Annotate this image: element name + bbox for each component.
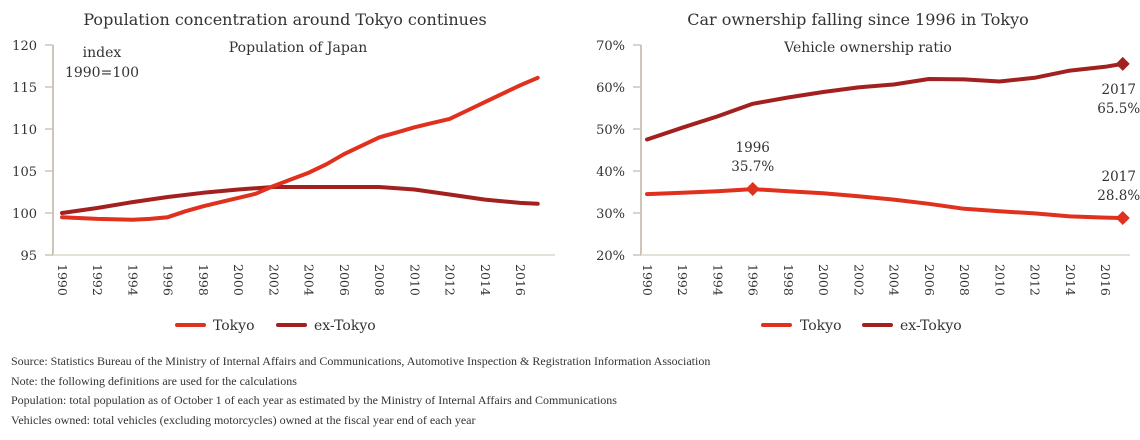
- right-x-tick-label: 1990: [640, 264, 655, 296]
- right-x-tick-label: 2010: [992, 264, 1007, 296]
- right-y-tick-label: 50%: [596, 123, 625, 138]
- left-x-tick-label: 2016: [513, 264, 528, 296]
- source-note: Source: Statistics Bureau of the Ministr…: [11, 354, 711, 368]
- annotation-year: 2017: [1102, 82, 1136, 98]
- legend-ex-tokyo-label: ex-Tokyo: [314, 318, 376, 334]
- left-x-tick-label: 1992: [90, 264, 105, 296]
- annotation-year: 2017: [1102, 169, 1136, 185]
- right-x-tick-label: 1992: [675, 264, 690, 296]
- left-x-tick-label: 2008: [372, 264, 387, 296]
- right-chart-annotations: 1996 35.7% 2017 28.8% 2017 65.5%: [731, 56, 1140, 226]
- right-chart-title: Car ownership falling since 1996 in Toky…: [687, 10, 1029, 29]
- right-x-tick-label: 2004: [887, 264, 902, 296]
- right-x-tick-label: 1998: [781, 264, 796, 296]
- right-series-ex-tokyo: [645, 61, 1125, 142]
- right-x-tick-label: 2002: [851, 264, 866, 296]
- legend-ex-tokyo-label: ex-Tokyo: [900, 318, 962, 334]
- charts-canvas: Population concentration around Tokyo co…: [12, 10, 1140, 334]
- left-x-tick-label: 1990: [55, 264, 70, 296]
- left-x-tick-label: 1996: [161, 264, 176, 296]
- left-y-tick-label: 115: [12, 81, 37, 96]
- annotation-value: 65.5%: [1097, 101, 1140, 117]
- left-x-tick-label: 2006: [337, 264, 352, 296]
- left-x-tick-label: 2010: [407, 264, 422, 296]
- left-chart-lines: [60, 75, 540, 222]
- right-x-tick-label: 1994: [710, 264, 725, 296]
- left-y-tick-label: 110: [12, 123, 37, 138]
- left-x-tick-label: 1994: [125, 264, 140, 296]
- right-x-tick-label: 2012: [1028, 264, 1043, 296]
- right-x-tick-label: 2006: [922, 264, 937, 296]
- left-y-unit-line2: 1990=100: [65, 65, 139, 81]
- left-x-tick-label: 2002: [266, 264, 281, 296]
- right-x-tick-label: 2008: [957, 264, 972, 296]
- annotation-marker: [745, 182, 760, 197]
- annotation-value: 35.7%: [731, 159, 774, 175]
- vehicles-definition: Vehicles owned: total vehicles (excludin…: [11, 412, 476, 427]
- right-x-tick-label: 2016: [1098, 264, 1113, 296]
- left-chart-axes: 95 100 105 110 115 120 1990 1992 1994 1996 1998 200…: [12, 39, 555, 296]
- left-x-tick-label: 2000: [231, 264, 246, 296]
- left-y-tick-label: 95: [20, 249, 37, 264]
- left-chart-title: Population concentration around Tokyo co…: [83, 10, 486, 29]
- right-y-tick-label: 60%: [596, 81, 625, 96]
- legend-tokyo-label: Tokyo: [800, 318, 842, 334]
- right-y-tick-label: 40%: [596, 165, 625, 180]
- right-legend: Tokyo ex-Tokyo: [761, 318, 962, 334]
- left-y-tick-label: 100: [12, 207, 37, 222]
- left-x-tick-label: 2012: [443, 264, 458, 296]
- right-x-tick-label: 2000: [816, 264, 831, 296]
- right-y-tick-label: 70%: [596, 39, 625, 54]
- legend-tokyo-label: Tokyo: [213, 318, 255, 334]
- annotation-year: 1996: [736, 140, 770, 156]
- left-series-tokyo: [60, 75, 540, 222]
- right-x-tick-label: 1996: [746, 264, 761, 296]
- right-chart-axes: 20% 30% 40% 50% 60% 70% 1990 1992 1994 1996 1998 20…: [596, 39, 1130, 296]
- left-legend: Tokyo ex-Tokyo: [175, 318, 376, 334]
- left-x-tick-label: 2014: [478, 264, 493, 296]
- left-x-tick-label: 2004: [302, 264, 317, 296]
- population-definition: Population: total population as of Octob…: [11, 393, 617, 408]
- right-x-tick-label: 2014: [1063, 264, 1078, 296]
- right-chart-lines: [645, 61, 1125, 220]
- left-y-tick-label: 105: [12, 165, 37, 180]
- annotation-marker: [1115, 56, 1130, 71]
- left-y-unit-line1: index: [83, 45, 122, 61]
- footnotes: Source: Statistics Bureau of the Ministr…: [11, 352, 710, 430]
- left-chart-subtitle: Population of Japan: [229, 40, 367, 56]
- annotation-marker: [1115, 211, 1130, 226]
- left-x-tick-label: 1998: [196, 264, 211, 296]
- right-chart-subtitle: Vehicle ownership ratio: [783, 40, 952, 56]
- right-y-tick-label: 20%: [596, 249, 625, 264]
- left-series-ex-tokyo: [60, 185, 540, 215]
- definitions-note: Note: the following definitions are used…: [11, 373, 297, 388]
- left-y-tick-label: 120: [12, 39, 37, 54]
- right-series-tokyo: [645, 187, 1125, 220]
- right-y-tick-label: 30%: [596, 207, 625, 222]
- annotation-value: 28.8%: [1097, 188, 1140, 204]
